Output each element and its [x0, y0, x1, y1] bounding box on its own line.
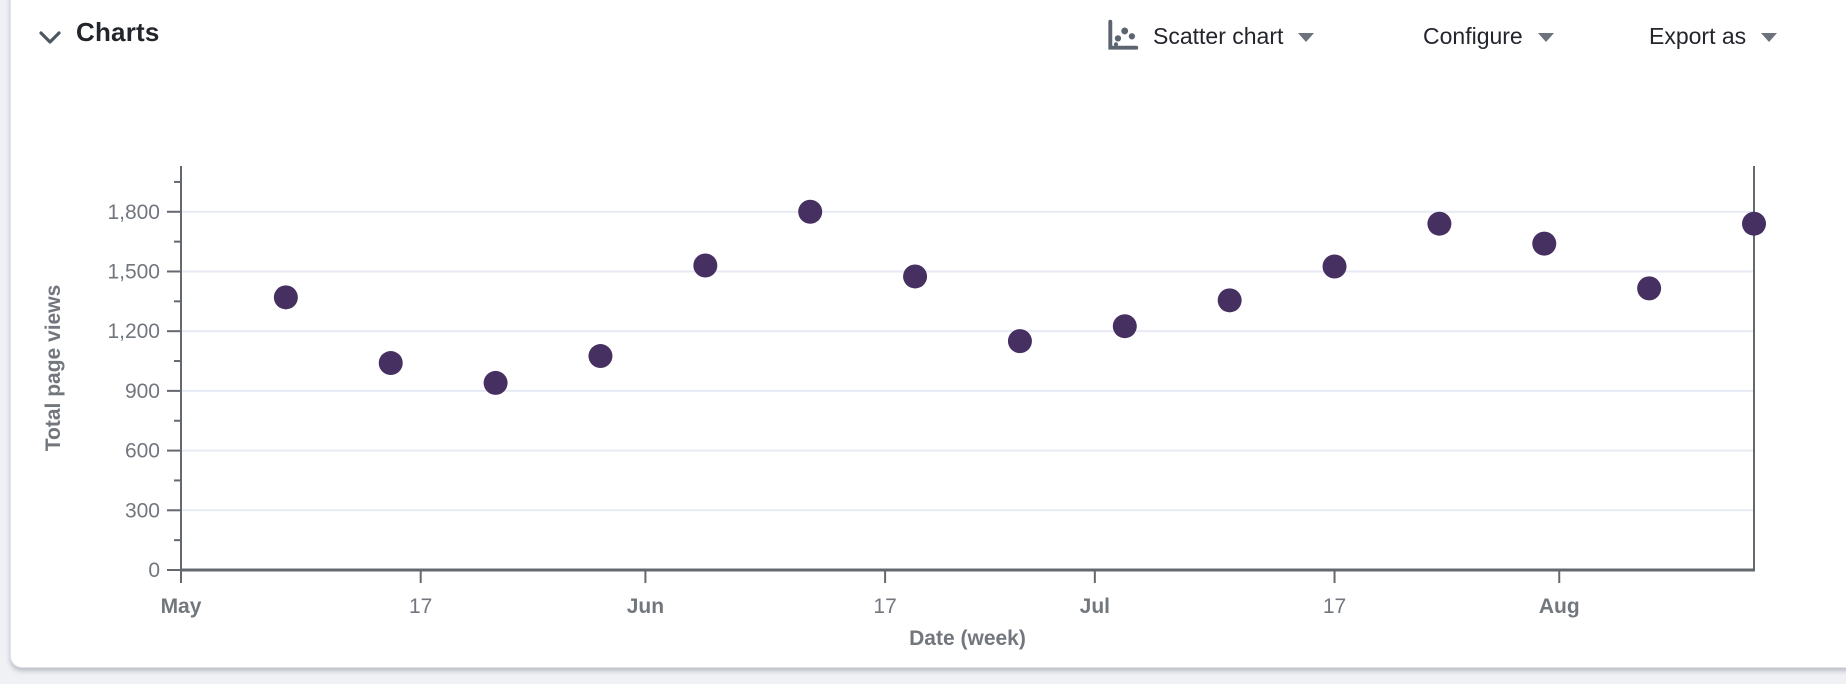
chevron-down-icon	[39, 31, 61, 44]
y-tick-label: 1,500	[107, 260, 160, 283]
x-tick-label: Jul	[1080, 595, 1110, 618]
export-as-dropdown[interactable]: Export as	[1649, 17, 1778, 55]
y-tick-label: 0	[148, 559, 160, 582]
y-tick-label: 1,800	[107, 201, 160, 224]
scatter-point[interactable]	[903, 264, 928, 289]
scatter-point[interactable]	[273, 285, 298, 310]
scatter-point[interactable]	[693, 253, 718, 278]
charts-widget-card: Charts Scatter chart Configure Export as	[10, 0, 1846, 668]
export-as-label: Export as	[1649, 22, 1747, 49]
y-tick-label: 900	[125, 380, 160, 403]
scatter-point[interactable]	[483, 370, 508, 395]
scatter-point[interactable]	[1742, 211, 1766, 236]
scatter-point[interactable]	[1322, 254, 1347, 279]
widget-header: Charts Scatter chart Configure Export as	[11, 1, 1846, 57]
scatter-chart-icon	[1108, 19, 1139, 50]
chart-type-label: Scatter chart	[1153, 22, 1284, 49]
x-tick-label: 17	[409, 595, 432, 618]
gridlines	[181, 210, 1754, 512]
x-tick-label: Aug	[1539, 595, 1580, 618]
scatter-point[interactable]	[1112, 314, 1137, 339]
scatter-point[interactable]	[1637, 276, 1662, 301]
x-axis: May 17 Jun 17 Jul 17 Aug	[161, 570, 1580, 618]
x-tick-label: 17	[873, 595, 896, 618]
y-axis-title: Total page views	[42, 285, 65, 452]
x-tick-label: Jun	[627, 595, 664, 618]
scatter-point[interactable]	[1217, 288, 1242, 313]
scatter-point[interactable]	[588, 344, 613, 369]
y-tick-label: 1,200	[107, 320, 160, 343]
configure-label: Configure	[1423, 22, 1523, 49]
y-tick-label: 600	[125, 440, 160, 463]
widget-title: Charts	[76, 17, 160, 47]
scatter-point[interactable]	[798, 199, 823, 224]
scatter-point[interactable]	[378, 351, 403, 376]
y-tick-label: 300	[125, 499, 160, 522]
caret-down-icon	[1537, 33, 1554, 42]
points	[273, 199, 1766, 395]
configure-dropdown[interactable]: Configure	[1423, 17, 1554, 55]
collapse-widget-button[interactable]	[33, 23, 67, 53]
scatter-point[interactable]	[1007, 329, 1032, 354]
scatter-point[interactable]	[1427, 211, 1452, 236]
scatter-point[interactable]	[1532, 231, 1557, 256]
chart-type-dropdown[interactable]: Scatter chart	[1104, 17, 1315, 55]
caret-down-icon	[1761, 33, 1778, 42]
x-axis-title: Date (week)	[909, 627, 1026, 650]
y-axis: 0 300 600 900 1,200 1,500 1,800	[107, 180, 181, 582]
x-tick-label: May	[161, 595, 202, 618]
x-tick-label: 17	[1323, 595, 1346, 618]
caret-down-icon	[1298, 33, 1315, 42]
